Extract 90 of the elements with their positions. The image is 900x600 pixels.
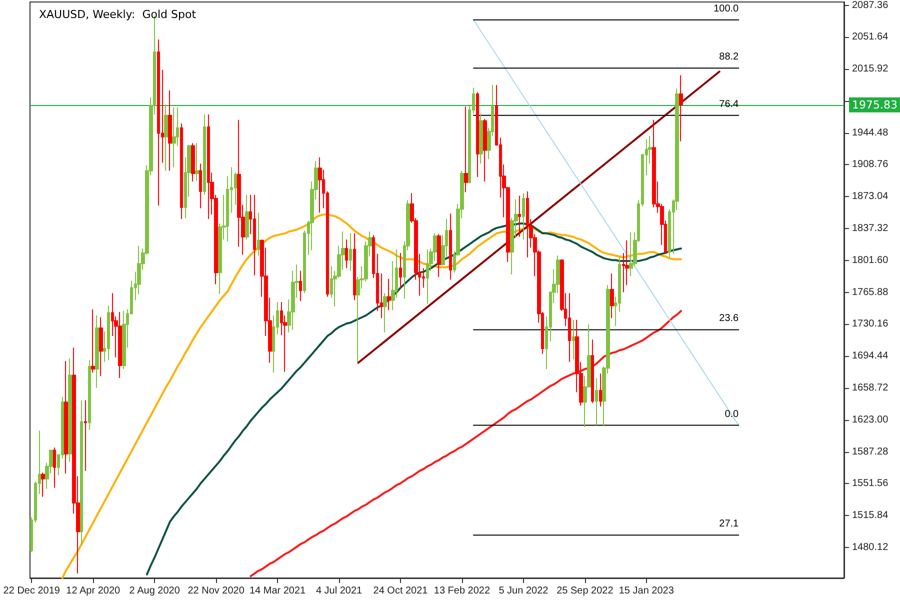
candlestick xyxy=(437,234,441,278)
candlestick xyxy=(426,248,429,304)
x-tick-label: 4 Jul 2021 xyxy=(316,586,363,596)
candlestick xyxy=(195,142,199,182)
candlestick xyxy=(68,358,72,462)
candlestick xyxy=(526,190,529,258)
y-tick-label: 1730.16 xyxy=(852,318,889,330)
series-label: 27.1 xyxy=(719,518,740,530)
candlestick xyxy=(387,278,391,311)
candlestick xyxy=(203,114,206,196)
text: XAUUSD, Weekly: Gold Spot xyxy=(39,8,197,21)
candlestick xyxy=(599,373,602,408)
candlestick xyxy=(349,232,352,272)
candlestick xyxy=(180,122,183,220)
candlestick xyxy=(253,194,256,276)
series-label: 23.6 xyxy=(719,313,740,324)
candlestick xyxy=(483,118,487,182)
y-tick-label: 1837.32 xyxy=(852,223,889,234)
candlestick xyxy=(84,400,87,472)
y-tick-label: 1801.60 xyxy=(852,254,889,266)
y-tick-label: 1515.84 xyxy=(852,510,889,522)
candlestick xyxy=(168,90,172,172)
candlestick xyxy=(318,156,322,214)
x-tick-label: 22 Dec 2019 xyxy=(3,586,60,596)
candlestick xyxy=(345,239,348,269)
candlestick xyxy=(464,106,468,193)
line-series xyxy=(61,214,682,579)
line-series xyxy=(250,310,682,578)
x-tick-label: 12 Apr 2020 xyxy=(66,586,121,596)
ref-line-label: 1975.83 xyxy=(852,98,898,112)
candlestick xyxy=(199,163,202,209)
line-series xyxy=(146,222,682,576)
x-tick-label: 14 Mar 2021 xyxy=(249,586,306,596)
candlestick xyxy=(172,106,176,168)
candlestick xyxy=(568,292,571,362)
candlestick xyxy=(91,308,95,374)
candlestick xyxy=(122,310,126,370)
y-tick-label: 1658.72 xyxy=(852,382,889,394)
candlestick xyxy=(80,400,83,546)
candlestick xyxy=(591,339,594,404)
candlestick xyxy=(629,232,633,277)
candlestick xyxy=(245,194,249,240)
candlestick xyxy=(257,212,260,256)
candlestick xyxy=(610,272,614,319)
y-tick-label: 1551.56 xyxy=(852,478,889,490)
candlestick xyxy=(595,377,598,426)
x-tick-label: 22 Nov 2020 xyxy=(188,586,245,596)
candlestick xyxy=(518,195,521,238)
candlestick xyxy=(572,319,575,360)
candlestick xyxy=(207,114,210,220)
candlestick xyxy=(157,39,160,206)
candlestick xyxy=(476,92,479,178)
y-tick-label: 1908.76 xyxy=(852,159,889,170)
candlestick xyxy=(118,311,122,378)
series-label: 100.0 xyxy=(714,3,740,14)
x-tick-label: 2 Aug 2020 xyxy=(129,586,180,596)
y-tick-label: 2015.92 xyxy=(852,64,889,75)
candlestick xyxy=(95,314,99,388)
candlestick xyxy=(299,270,302,302)
candlestick xyxy=(41,472,45,498)
candlestick xyxy=(383,292,387,333)
x-tick-label: 25 Sep 2022 xyxy=(556,586,614,596)
candlestick xyxy=(479,113,483,164)
y-tick-label: 2051.64 xyxy=(852,32,889,43)
candlestick xyxy=(399,252,402,290)
y-tick-label: 1944.48 xyxy=(852,127,889,138)
series-label: 88.2 xyxy=(719,52,740,63)
candlestick xyxy=(64,360,68,474)
x-tick-label: 5 Jun 2022 xyxy=(498,586,549,596)
y-tick-label: 1480.12 xyxy=(852,542,889,554)
candlestick xyxy=(191,142,195,182)
candlestick xyxy=(679,74,683,142)
y-tick-label: 1587.28 xyxy=(852,446,889,458)
candlestick xyxy=(164,104,168,172)
candlestick xyxy=(99,316,103,377)
candlestick xyxy=(353,232,356,301)
candlestick xyxy=(53,447,56,488)
x-tick-label: 13 Feb 2022 xyxy=(434,586,490,596)
y-tick-label: 1694.44 xyxy=(852,350,889,362)
candlestick xyxy=(449,213,452,280)
y-tick-label: 1623.00 xyxy=(852,414,889,426)
series-label: 0.0 xyxy=(724,408,740,420)
y-tick-label: 1873.04 xyxy=(852,191,889,202)
y-tick-label: 1765.88 xyxy=(852,286,889,298)
candlestick xyxy=(522,192,525,240)
candlestick xyxy=(107,305,110,361)
y-tick-label: 2087.36 xyxy=(852,0,889,11)
candlestick xyxy=(88,360,91,430)
x-tick-label: 15 Jan 2023 xyxy=(618,586,674,596)
x-tick-label: 24 Oct 2021 xyxy=(373,586,428,596)
